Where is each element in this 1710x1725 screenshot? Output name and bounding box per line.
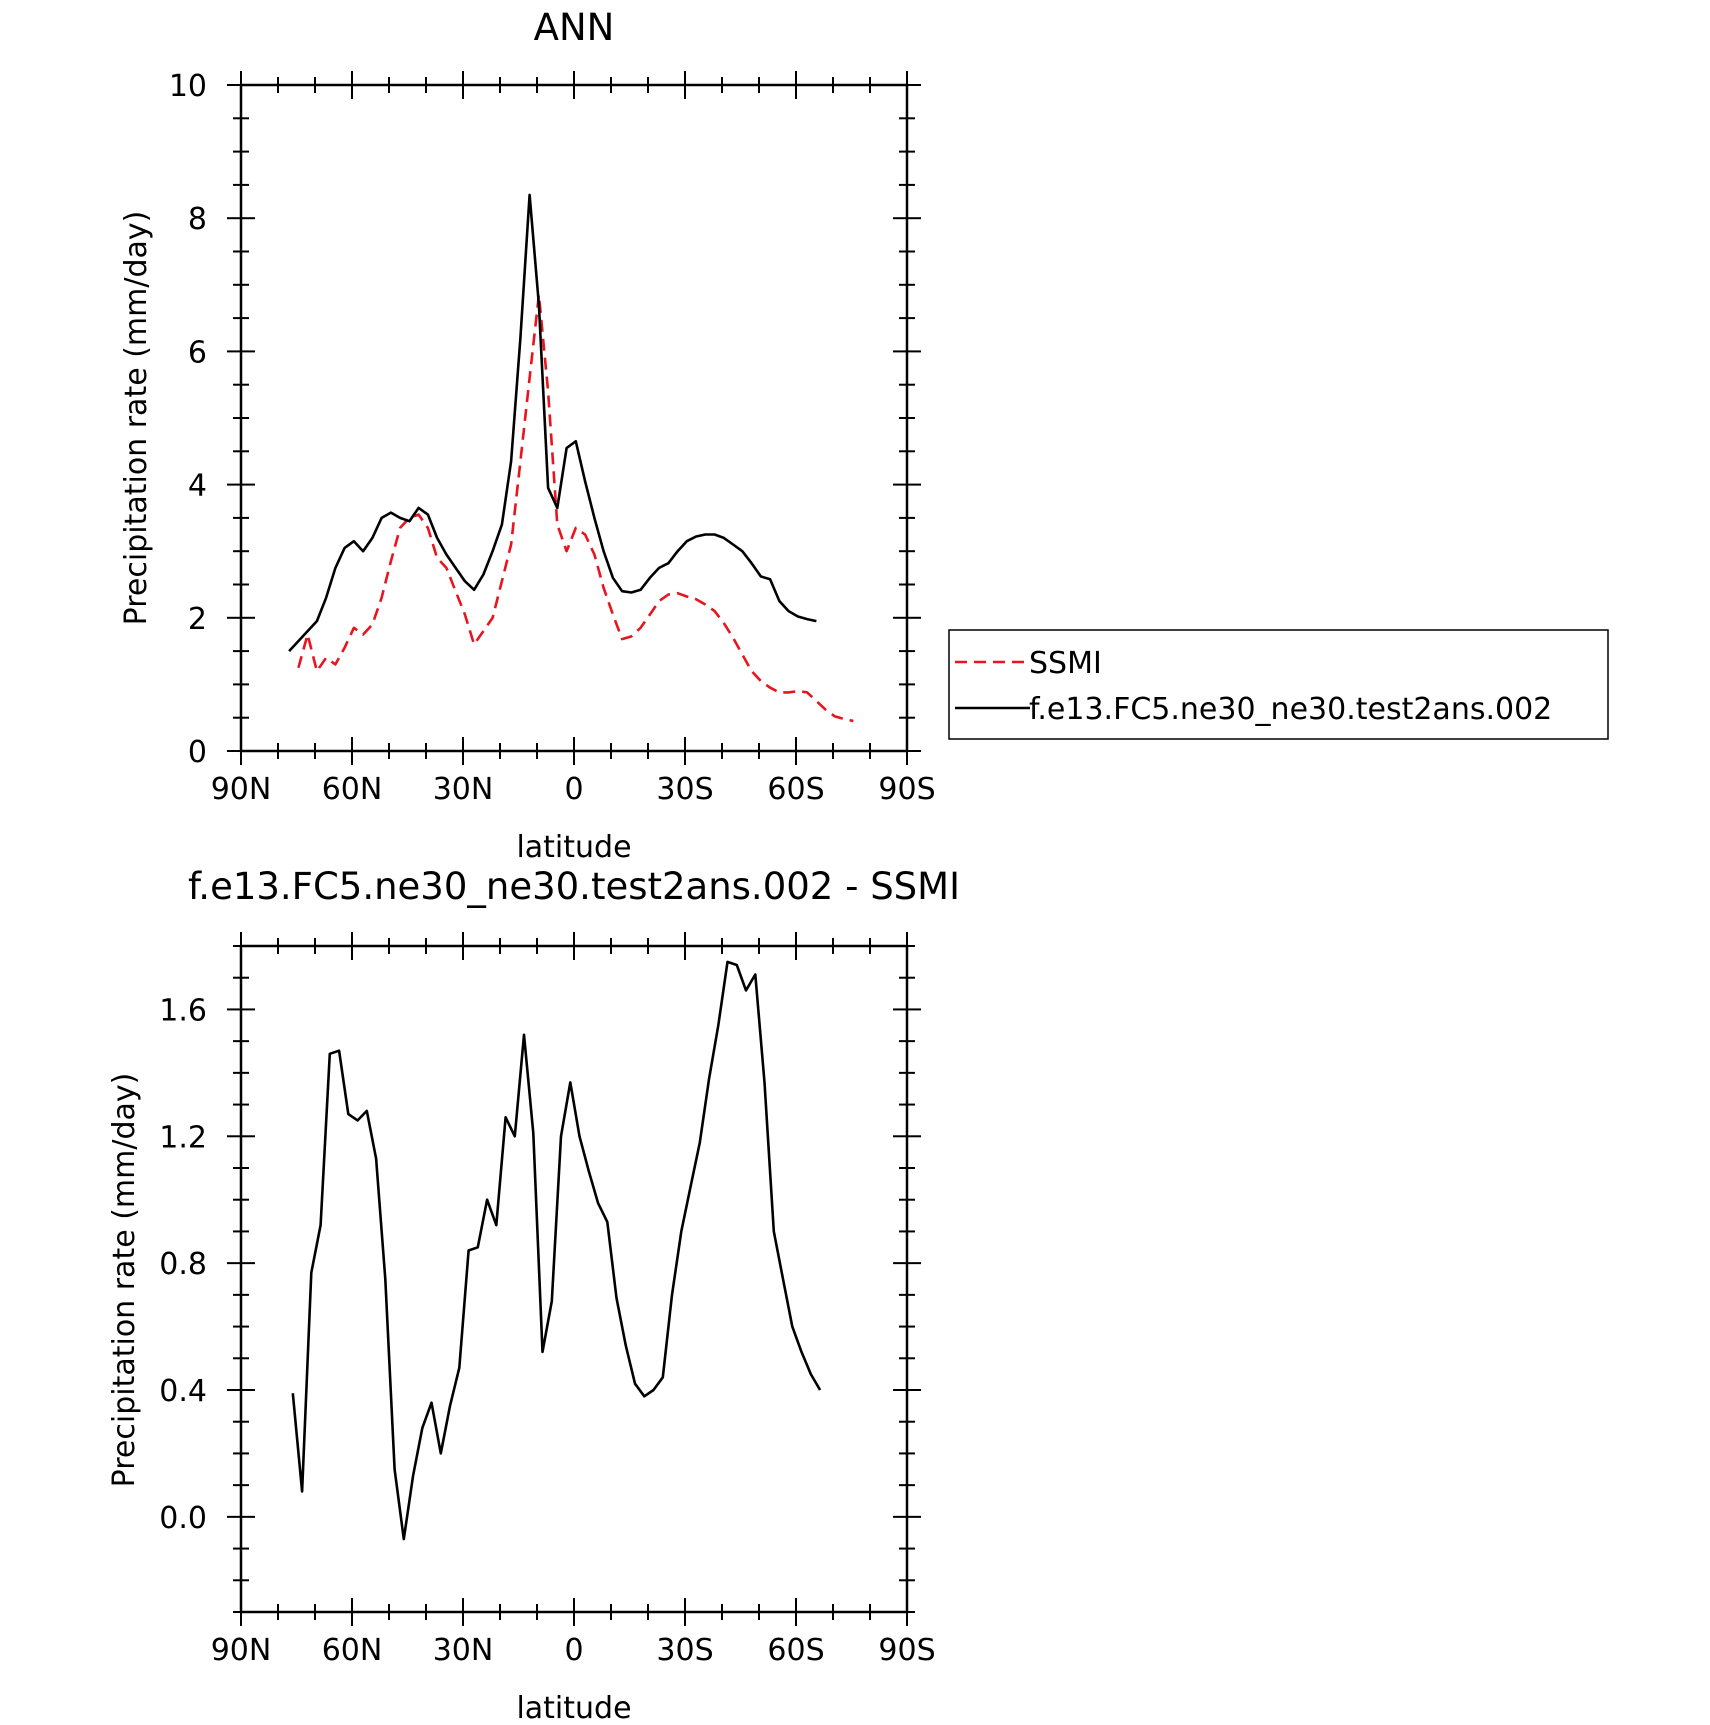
y-axis-label: Precipitation rate (mm/day) (119, 211, 154, 626)
y-tick-label: 0.4 (159, 1374, 207, 1409)
axis-ticks: 90N 60N 30N 0 30S 60S 90S 0 2 4 6 8 10 (169, 69, 936, 807)
axis-ticks: 90N 60N 30N 0 30S 60S 90S 0.0 0.4 0.8 1.2 1.6 (159, 932, 936, 1668)
y-tick-label: 1.6 (159, 993, 207, 1028)
x-axis-label: latitude (516, 1691, 631, 1725)
plot-series (288, 193, 854, 723)
legend: SSMI f.e13.FC5.ne30_ne30.test2ans.002 (948, 629, 1609, 740)
y-tick-label: 0.8 (159, 1247, 207, 1282)
plot-frame (239, 944, 909, 1614)
x-tick-label: 60S (767, 772, 824, 807)
y-tick-label: 0 (188, 735, 207, 770)
x-tick-label: 30S (656, 772, 713, 807)
y-tick-label: 4 (188, 469, 207, 504)
x-tick-label: 90N (211, 772, 272, 807)
x-tick-label: 60N (322, 772, 383, 807)
plot-frame (239, 83, 909, 753)
y-tick-label: 6 (188, 335, 207, 370)
series-line-0 (291, 960, 822, 1541)
series-line-0 (297, 293, 854, 723)
x-tick-label: 30N (433, 1633, 494, 1668)
x-axis-label: latitude (516, 830, 631, 865)
x-tick-label: 30S (656, 1633, 713, 1668)
legend-label-ssmi: SSMI (1029, 646, 1102, 681)
x-tick-label: 30N (433, 772, 494, 807)
x-tick-label: 0 (564, 772, 583, 807)
x-tick-label: 0 (564, 1633, 583, 1668)
series-line-1 (288, 193, 817, 652)
legend-label-model: f.e13.FC5.ne30_ne30.test2ans.002 (1029, 692, 1552, 727)
chart-title: ANN (534, 6, 615, 49)
x-tick-label: 60S (767, 1633, 824, 1668)
y-tick-label: 10 (169, 69, 207, 104)
chart-title: f.e13.FC5.ne30_ne30.test2ans.002 - SSMI (188, 865, 960, 908)
legend-box (948, 629, 1609, 740)
x-tick-label: 60N (322, 1633, 383, 1668)
plot-series (291, 960, 822, 1541)
x-tick-label: 90S (878, 1633, 935, 1668)
x-tick-label: 90N (211, 1633, 272, 1668)
panel-difference: f.e13.FC5.ne30_ne30.test2ans.002 - SSMI … (107, 865, 960, 1725)
y-tick-label: 8 (188, 202, 207, 237)
y-axis-label: Precipitation rate (mm/day) (107, 1073, 142, 1488)
x-tick-label: 90S (878, 772, 935, 807)
y-tick-label: 1.2 (159, 1120, 207, 1155)
y-tick-label: 2 (188, 602, 207, 637)
y-tick-label: 0.0 (159, 1501, 207, 1536)
